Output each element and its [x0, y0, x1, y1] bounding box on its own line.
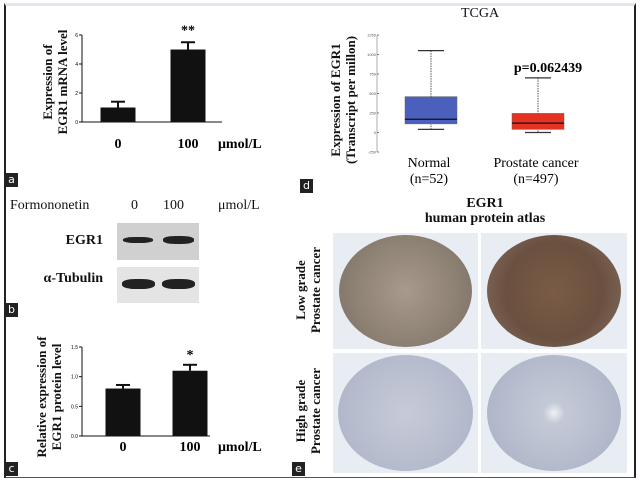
bar [172, 370, 208, 436]
tissue-core [338, 355, 473, 471]
blot-row-egr1: EGR1 [65, 233, 103, 248]
ihc-row-label-high: High grade Prostate cancer [293, 356, 323, 466]
y-tick-label: 500 [369, 91, 376, 96]
bar [170, 49, 206, 122]
chart-d-title: TCGA [460, 6, 500, 21]
figure-frame [4, 3, 636, 478]
panel-label-e: e [292, 462, 305, 476]
x-tick-label: 100 [178, 137, 199, 152]
unit-label: μmol/L [218, 137, 262, 152]
blot-dose-0: 0 [131, 198, 138, 213]
y-tick-label: 1.0 [71, 375, 78, 381]
panel-label-a: a [5, 173, 18, 187]
y-tick-label: 0.5 [71, 404, 78, 410]
blot-dose-100: 100 [163, 198, 184, 213]
y-tick-label: 2 [75, 91, 78, 97]
chart-c: 0.0 0.5 1.0 1.5 0 * 100 μmol/L [71, 345, 262, 455]
ihc-title-text: EGR1 [466, 196, 504, 211]
y-tick-label: 1250 [367, 33, 377, 38]
x-tick-label: 100 [180, 440, 201, 455]
box [511, 113, 565, 130]
y-tick-label: 0 [75, 120, 78, 126]
tissue-core [487, 235, 621, 347]
bar [100, 107, 136, 122]
blot-treatment-label: Formononetin [10, 198, 90, 213]
row-label-line: Prostate cancer [308, 246, 323, 334]
chart-a: 0 2 4 6 0 ** 100 μmol/L [75, 23, 262, 152]
y-tick-label: -250 [368, 150, 377, 155]
blot-egr1 [117, 223, 199, 260]
x-tick-label: 0 [115, 137, 122, 152]
ihc-image-high-2 [481, 353, 627, 473]
y-tick-label: 1.5 [71, 345, 78, 351]
ihc-subtitle: human protein atlas [424, 211, 546, 226]
blot-unit: μmol/L [218, 198, 260, 213]
band [122, 279, 155, 289]
y-tick-label: 250 [369, 111, 376, 116]
panel-label-b: b [5, 303, 18, 317]
row-label-line: High grade [293, 379, 308, 443]
ihc-row-label-low: Low grade Prostate cancer [293, 235, 323, 345]
ihc-image-high-1 [333, 353, 478, 473]
y-tick-label: 4 [75, 62, 78, 68]
row-label-line: Low grade [293, 260, 308, 320]
y-tick-label: 750 [369, 72, 376, 77]
tissue-core [339, 235, 472, 347]
band [123, 237, 153, 243]
x-tick-label: 0 [120, 440, 127, 455]
y-tick-label: 0 [374, 130, 377, 135]
panel-label-c: c [5, 462, 18, 476]
sample-size-label: (n=497) [513, 172, 559, 187]
significance-mark: * [187, 348, 194, 363]
tissue-core [487, 355, 621, 471]
unit-label: μmol/L [218, 440, 262, 455]
blot-row-tubulin: α-Tubulin [43, 271, 103, 286]
y-tick-label: 6 [75, 33, 78, 39]
x-tick-label: Normal [408, 156, 451, 171]
significance-mark: ** [181, 23, 195, 38]
chart-d: -250 0 250 500 750 1000 1250 Normal(n=52) Prosta… [367, 33, 582, 188]
y-tick-label: 1000 [367, 52, 377, 57]
sample-size-label: (n=52) [410, 172, 449, 187]
p-value-annotation: p=0.062439 [514, 61, 582, 76]
row-label-line: Prostate cancer [308, 367, 323, 455]
panel-label-d: d [300, 179, 313, 193]
ihc-title: EGR1 human protein atlas [400, 196, 570, 226]
y-tick-label: 0.0 [71, 434, 78, 440]
x-tick-label: Prostate cancer [493, 156, 578, 171]
band [163, 236, 194, 244]
ihc-image-low-2 [481, 233, 627, 349]
ihc-image-low-1 [333, 233, 478, 349]
bar [105, 388, 141, 436]
blot-tubulin [117, 267, 199, 303]
band [162, 279, 195, 289]
